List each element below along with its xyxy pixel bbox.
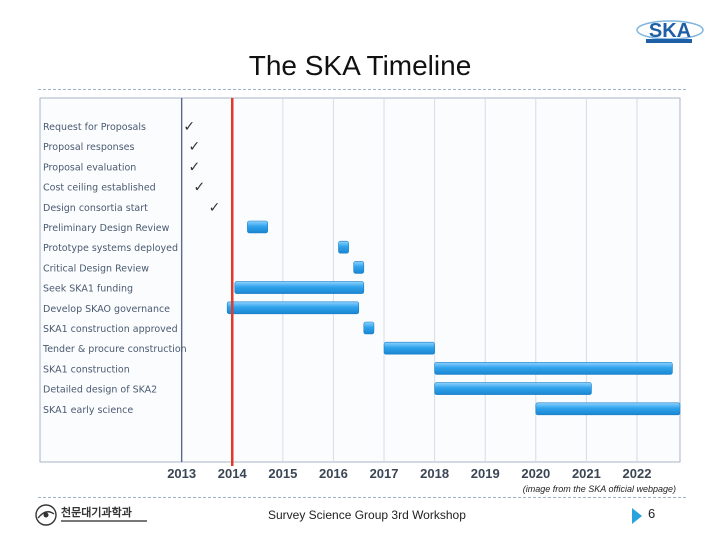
checkmark-icon: ✓ [209,200,221,216]
task-label: Critical Design Review [43,263,149,274]
timeline-bar [234,281,365,294]
chart-frame [39,97,681,463]
title-divider [38,89,686,90]
checkmark-icon: ✓ [183,119,195,135]
year-tick-2015: 2015 [268,466,297,481]
checkmark-icon: ✓ [188,139,200,155]
image-caption: (image from the SKA official webpage) [522,484,676,494]
task-label: Proposal evaluation [43,162,136,173]
slide-title: The SKA Timeline [248,50,472,81]
timeline-bar [247,220,268,234]
timeline-bar [363,321,375,335]
task-label: Cost ceiling established [43,183,156,194]
task-label: Develop SKAO governance [43,304,170,315]
checkmark-icon: ✓ [194,180,206,196]
timeline-bar [434,382,592,395]
logo-text: SKA [649,20,691,42]
institution-logo: 천문대기과학과 [34,502,152,528]
year-tick-2018: 2018 [420,466,449,481]
task-label: Detailed design of SKA2 [43,385,157,396]
footer-divider [38,497,686,498]
year-tick-2016: 2016 [319,466,348,481]
page-number: 6 [648,506,656,521]
task-label: Preliminary Design Review [43,223,170,234]
task-label: SKA1 construction [43,364,130,375]
task-label: Design consortia start [43,203,148,214]
year-tick-2017: 2017 [370,466,399,481]
task-label: SKA1 construction approved [43,324,178,335]
timeline-bar [535,402,681,416]
timeline-chart: 2013 2014 2015 2016 2017 2018 2019 2020 2021 2022… [39,97,681,481]
task-label: SKA1 early science [43,405,133,416]
timeline-bar [383,341,435,355]
task-label: Prototype systems deployed [43,243,178,254]
checkmark-icon: ✓ [188,159,200,175]
task-label: Seek SKA1 funding [43,284,133,295]
timeline-bar [434,362,673,375]
timeline-bar [338,240,349,254]
year-tick-2021: 2021 [572,466,601,481]
footer-text: Survey Science Group 3rd Workshop [268,508,466,522]
ska-logo: SKA [634,10,706,48]
year-tick-2020: 2020 [521,466,550,481]
task-label: Proposal responses [43,142,134,153]
year-tick-2013: 2013 [167,466,196,481]
year-tick-2022: 2022 [623,466,652,481]
task-label: Request for Proposals [43,122,146,133]
task-label: Tender & procure construction [42,344,187,355]
timeline-bar [353,261,365,274]
timeline-bar [226,301,360,315]
year-tick-2014: 2014 [218,466,248,481]
institution-name: 천문대기과학과 [61,505,132,519]
year-tick-2019: 2019 [471,466,500,481]
page-arrow-icon [632,508,642,524]
